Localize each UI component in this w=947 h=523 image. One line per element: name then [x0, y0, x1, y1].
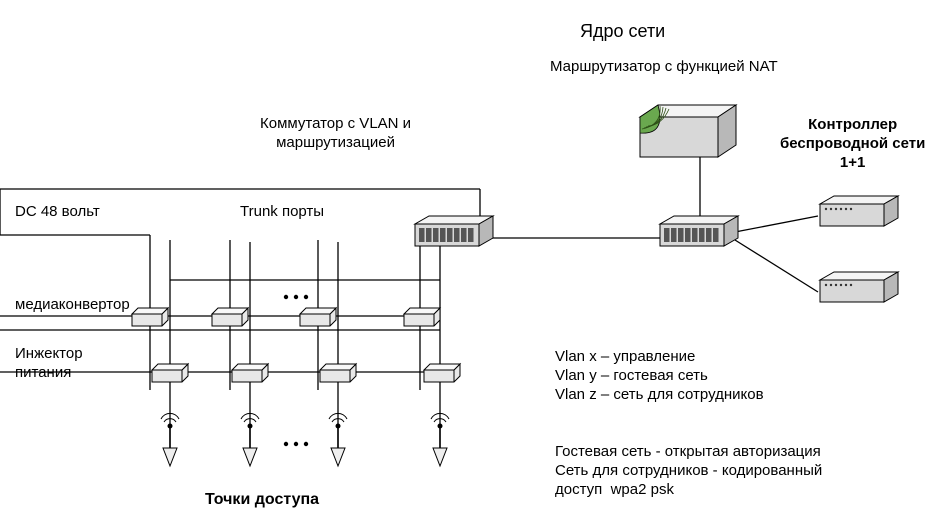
router-device [640, 105, 736, 157]
injector-label: Инжектор питания [15, 345, 83, 383]
switch-label: Коммутатор с VLAN и маршрутизацией [260, 115, 411, 153]
media-converter-device [212, 308, 248, 326]
trunk-label: Trunk порты [240, 203, 324, 222]
injector-device [232, 364, 268, 382]
router-label: Маршрутизатор с функцией NAT [550, 58, 778, 77]
media-converter-device [300, 308, 336, 326]
mediaconv-label: медиаконвертор [15, 296, 130, 315]
auth-text: Гостевая сеть - открытая авторизация Сет… [555, 443, 822, 499]
controller-label: Контроллер беспроводной сети 1+1 [780, 116, 925, 172]
injector-device [152, 364, 188, 382]
injector-device [424, 364, 460, 382]
media-converter-device [132, 308, 168, 326]
controller-device [820, 272, 898, 302]
ap-title: Точки доступа [205, 490, 319, 510]
injector-device [320, 364, 356, 382]
controller-device [820, 196, 898, 226]
dc48-label: DC 48 вольт [15, 203, 100, 222]
vlan-text: Vlan x – управление Vlan y – гостевая се… [555, 348, 764, 404]
switch-device [415, 216, 493, 246]
core-title: Ядро сети [580, 20, 665, 43]
switch-device [660, 216, 738, 246]
media-converter-device [404, 308, 440, 326]
